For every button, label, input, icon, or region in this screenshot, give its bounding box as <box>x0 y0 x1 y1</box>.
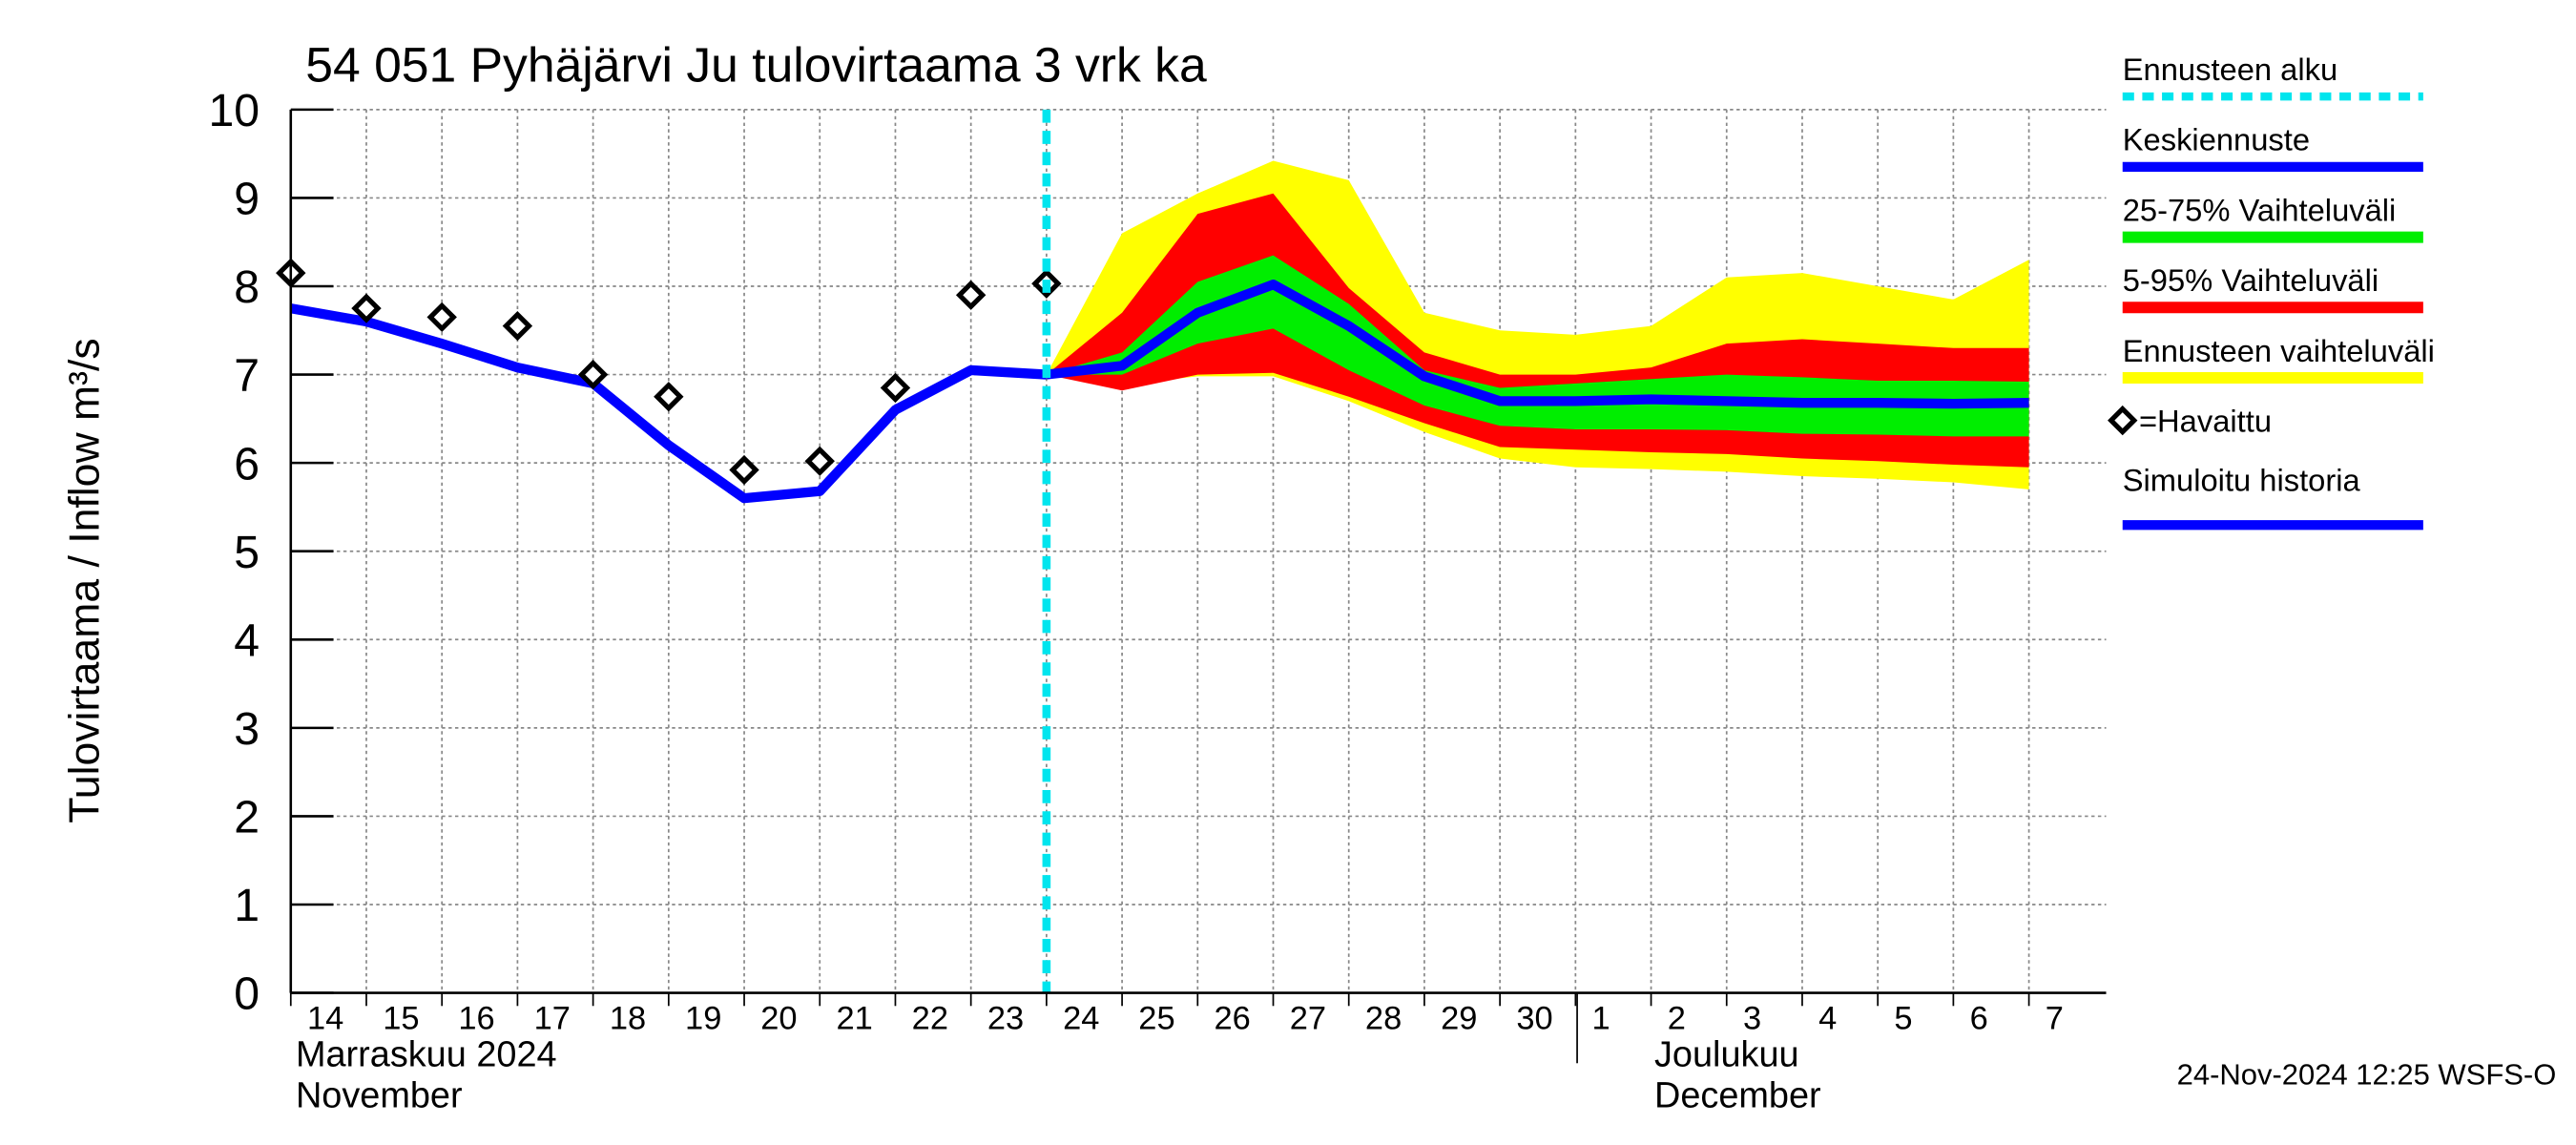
legend-label: Ennusteen alku <box>2123 52 2337 87</box>
timestamp: 24-Nov-2024 12:25 WSFS-O <box>2177 1058 2557 1092</box>
x-tick-label: 29 <box>1441 1000 1477 1036</box>
x-tick-label: 19 <box>685 1000 721 1036</box>
x-tick-label: 26 <box>1215 1000 1251 1036</box>
y-tick-label: 8 <box>234 261 260 313</box>
x-tick-label: 20 <box>760 1000 797 1036</box>
plot-area <box>276 108 2107 1007</box>
y-tick-label: 7 <box>234 350 260 402</box>
month-label: Marraskuu 2024 <box>296 1035 557 1075</box>
observed-marker <box>880 372 911 404</box>
legend-label: Simuloitu historia <box>2123 462 2361 497</box>
y-tick-label: 1 <box>234 880 260 931</box>
y-tick-label: 5 <box>234 527 260 578</box>
observed-marker <box>729 454 759 486</box>
month-label: November <box>296 1076 463 1116</box>
legend-label: 25-75% Vaihteluväli <box>2123 192 2397 227</box>
x-tick-label: 3 <box>1743 1000 1761 1036</box>
x-tick-label: 27 <box>1290 1000 1326 1036</box>
observed-marker <box>426 302 457 333</box>
legend-label: =Havaittu <box>2139 404 2272 439</box>
x-tick-label: 16 <box>458 1000 494 1036</box>
x-tick-label: 2 <box>1668 1000 1686 1036</box>
x-tick-label: 15 <box>383 1000 419 1036</box>
month-label: Joulukuu <box>1654 1035 1799 1075</box>
y-tick-label: 0 <box>234 968 260 1020</box>
line <box>1046 280 2029 409</box>
y-tick-label: 9 <box>234 174 260 225</box>
chart-title: 54 051 Pyhäjärvi Ju tulovirtaama 3 vrk k… <box>305 37 1207 93</box>
y-tick-label: 3 <box>234 703 260 755</box>
x-tick-label: 21 <box>836 1000 872 1036</box>
y-tick-label: 4 <box>234 615 260 667</box>
observed-marker <box>804 446 835 476</box>
y-tick-label: 6 <box>234 438 260 489</box>
legend-label: 5-95% Vaihteluväli <box>2123 262 2379 298</box>
y-tick-label: 2 <box>234 792 260 843</box>
legend-swatch <box>2108 405 2138 436</box>
x-tick-label: 22 <box>912 1000 948 1036</box>
x-tick-label: 24 <box>1063 1000 1099 1036</box>
observed-marker <box>955 280 987 310</box>
x-tick-label: 30 <box>1516 1000 1552 1036</box>
observed-marker <box>654 382 684 412</box>
x-tick-label: 1 <box>1592 1000 1610 1036</box>
band <box>1046 255 2029 437</box>
line <box>289 303 1048 504</box>
x-tick-label: 6 <box>1970 1000 1988 1036</box>
x-tick-label: 28 <box>1365 1000 1402 1036</box>
observed-marker <box>502 311 533 342</box>
observed-marker <box>577 359 609 390</box>
legend-label: Keskiennuste <box>2123 122 2310 157</box>
x-tick-label: 17 <box>534 1000 571 1036</box>
legend-label: Ennusteen vaihteluväli <box>2123 333 2435 368</box>
x-tick-label: 7 <box>2046 1000 2064 1036</box>
x-tick-label: 23 <box>987 1000 1024 1036</box>
x-tick-label: 5 <box>1894 1000 1912 1036</box>
x-tick-label: 25 <box>1138 1000 1174 1036</box>
y-axis-label: Tulovirtaama / Inflow m³/s <box>61 338 108 822</box>
x-tick-label: 18 <box>610 1000 646 1036</box>
y-tick-label: 10 <box>208 85 260 136</box>
x-tick-label: 4 <box>1818 1000 1837 1036</box>
x-tick-label: 14 <box>307 1000 343 1036</box>
month-label: December <box>1654 1076 1821 1116</box>
observed-marker <box>351 293 382 323</box>
